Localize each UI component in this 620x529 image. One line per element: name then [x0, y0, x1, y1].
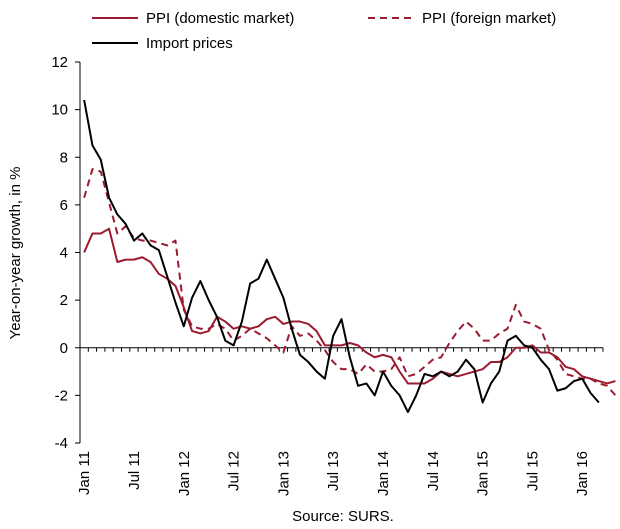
x-tick-label: Jan 16 [574, 451, 591, 496]
x-tick-label: Jul 13 [325, 451, 342, 491]
legend-label-foreign: PPI (foreign market) [422, 10, 556, 27]
legend-label-import: Import prices [146, 35, 233, 52]
y-tick-label: 0 [60, 340, 68, 357]
x-tick-label: Jul 11 [126, 451, 143, 490]
x-tick-label: Jan 13 [275, 451, 292, 496]
x-tick-label: Jan 11 [76, 451, 93, 495]
y-tick-label: 2 [60, 292, 68, 309]
legend: PPI (domestic market) PPI (foreign marke… [92, 10, 556, 52]
x-tick-label: Jan 15 [475, 451, 492, 496]
series-layer [83, 99, 617, 414]
axes: -4 -2 0 2 4 6 8 10 12 Jan 11 Jul 11 Jan 12 Jul 12 Jan… [51, 54, 604, 496]
y-tick-label: 8 [60, 149, 68, 166]
source-note: Source: SURS. [292, 508, 394, 525]
x-tick-label: Jul 15 [524, 451, 541, 491]
y-tick-label: -2 [55, 387, 68, 404]
x-tick-label: Jan 12 [176, 451, 193, 496]
x-tick-label: Jul 12 [226, 451, 243, 491]
y-tick-label: 10 [51, 102, 68, 119]
y-tick-label: 4 [60, 245, 68, 262]
y-tick-label: 6 [60, 197, 68, 214]
series-line-ppi-foreign [83, 168, 617, 397]
y-tick-label: 12 [51, 54, 68, 71]
y-axis-title: Year-on-year growth, in % [7, 167, 24, 340]
x-tick-label: Jul 14 [425, 451, 442, 491]
legend-label-domestic: PPI (domestic market) [146, 10, 294, 27]
series-line-import-prices [83, 99, 600, 414]
y-tick-label: -4 [55, 435, 68, 452]
x-tick-label: Jan 14 [375, 451, 392, 496]
